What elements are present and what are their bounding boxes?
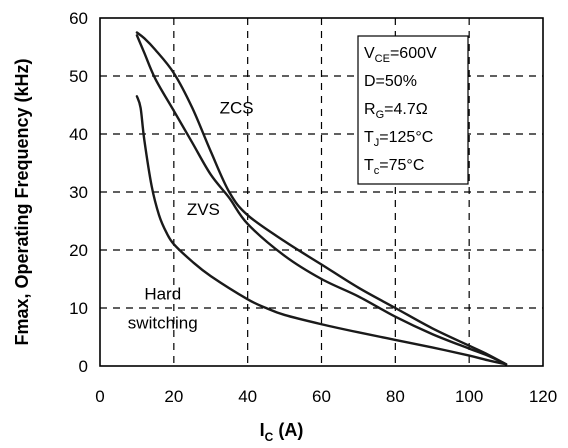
x-tick-label: 60 <box>312 387 331 406</box>
x-tick-label: 20 <box>164 387 183 406</box>
condition-value: =125°C <box>379 129 433 146</box>
y-tick-label: 40 <box>69 125 88 144</box>
series-line-zvs <box>135 34 508 366</box>
condition-value: =75°C <box>379 157 424 174</box>
condition-line: D=50% <box>364 73 417 90</box>
y-tick-label: 30 <box>69 183 88 202</box>
curve-annotation: ZCS <box>220 99 254 118</box>
series-line-hard-switching <box>135 95 508 366</box>
y-axis-label: Fmax, Operating Frequency (kHz) <box>12 58 32 345</box>
condition-symbol: T <box>364 157 374 174</box>
condition-symbol: T <box>364 129 374 146</box>
x-axis-label-subscript: C <box>265 430 274 444</box>
condition-line: Tc=75°C <box>364 157 424 177</box>
curve-annotation: ZVS <box>187 200 220 219</box>
y-tick-labels: 0 10 20 30 40 50 60 <box>69 9 88 376</box>
x-axis-label-unit: (A) <box>273 420 303 440</box>
curves <box>135 31 508 366</box>
conditions-box-frame <box>357 35 469 185</box>
condition-symbol: R <box>364 101 376 118</box>
condition-subscript: c <box>374 165 380 177</box>
condition-line: VCE=600V <box>364 45 437 65</box>
y-tick-label: 10 <box>69 299 88 318</box>
condition-symbol: V <box>364 45 375 62</box>
x-tick-label: 40 <box>238 387 257 406</box>
y-tick-label: 50 <box>69 67 88 86</box>
y-tick-label: 0 <box>79 357 88 376</box>
x-tick-label: 120 <box>529 387 557 406</box>
condition-symbol: D=50% <box>364 73 417 90</box>
x-axis-label: IC (A) <box>260 420 304 444</box>
condition-subscript: J <box>374 137 380 149</box>
condition-line: RG=4.7Ω <box>364 101 428 121</box>
curve-annotation: Hard <box>144 284 181 303</box>
condition-line: TJ=125°C <box>364 129 433 149</box>
curve-annotations: ZCS ZVS Hard switching <box>128 99 254 333</box>
y-tick-label: 20 <box>69 241 88 260</box>
x-tick-label: 80 <box>386 387 405 406</box>
y-tick-label: 60 <box>69 9 88 28</box>
x-tick-labels: 0 20 40 60 80 100 120 <box>95 387 557 406</box>
condition-subscript: CE <box>375 53 390 65</box>
x-tick-label: 100 <box>455 387 483 406</box>
condition-value: =4.7Ω <box>384 101 428 118</box>
condition-value: =600V <box>390 45 437 62</box>
x-axis-label-main: I <box>260 420 265 440</box>
condition-subscript: G <box>376 109 385 121</box>
series-line-zcs <box>135 31 508 366</box>
x-tick-label: 0 <box>95 387 104 406</box>
plot-frame <box>99 17 544 367</box>
curve-annotation: switching <box>128 313 198 332</box>
